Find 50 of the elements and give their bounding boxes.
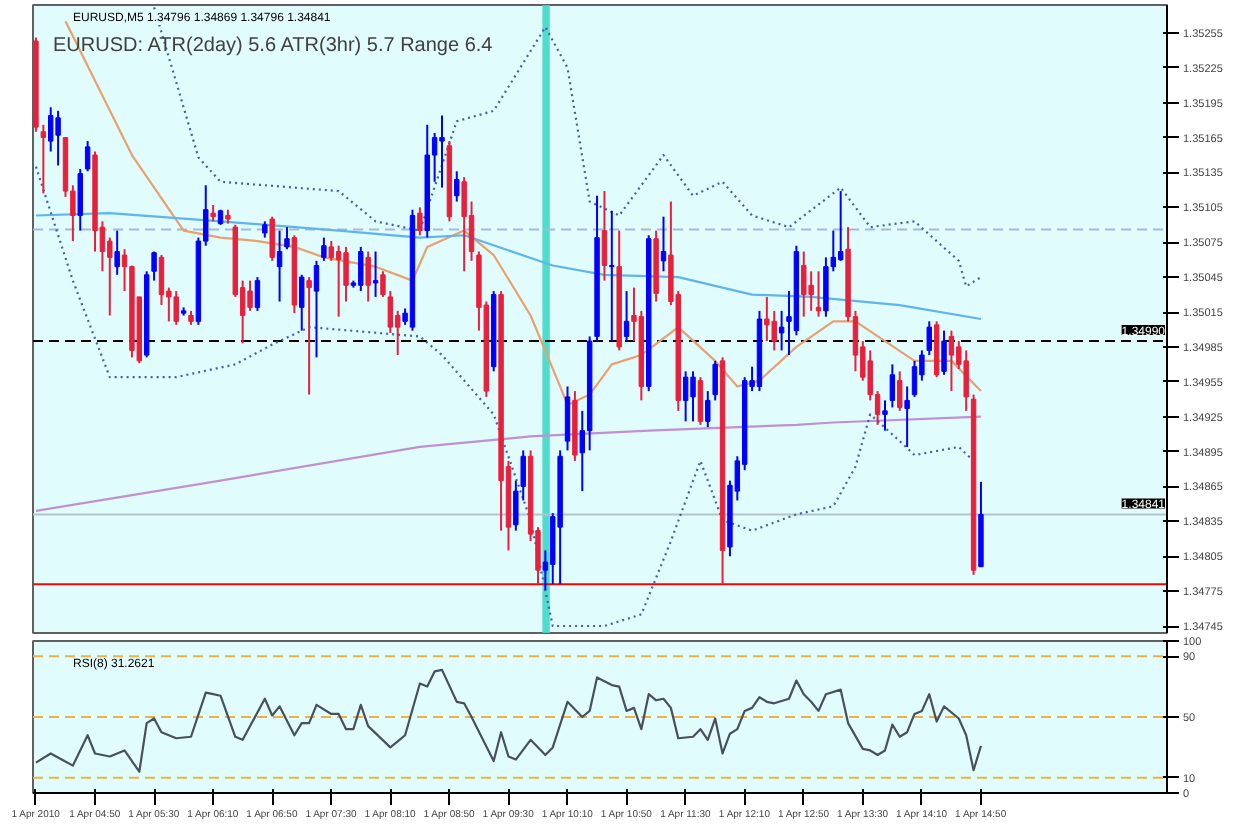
candlestick — [801, 250, 807, 318]
candlestick — [941, 329, 947, 376]
candlestick — [682, 370, 689, 423]
candlestick — [417, 206, 423, 237]
candlestick — [328, 240, 334, 262]
candlestick — [778, 309, 785, 352]
candlestick — [660, 215, 667, 273]
candlestick — [77, 167, 83, 232]
candlestick — [158, 254, 165, 307]
candlestick — [84, 140, 91, 173]
candlestick — [948, 329, 955, 393]
candlestick — [254, 276, 261, 312]
candlestick — [55, 109, 61, 167]
candlestick — [358, 245, 364, 293]
candlestick — [963, 349, 969, 412]
candlestick — [564, 385, 571, 452]
candlestick — [623, 290, 630, 343]
candlestick — [114, 229, 120, 276]
candlestick — [335, 244, 342, 318]
candlestick — [321, 236, 327, 262]
candlestick — [764, 295, 770, 343]
candlestick — [276, 229, 283, 303]
candlestick — [173, 290, 179, 326]
candlestick — [609, 209, 615, 343]
candlestick — [889, 363, 896, 409]
candlestick — [601, 190, 608, 282]
candlestick — [897, 370, 903, 412]
candlestick — [911, 359, 918, 398]
line-series — [34, 165, 975, 628]
candlestick — [461, 176, 467, 273]
candlestick — [454, 170, 460, 203]
candlestick — [837, 190, 844, 262]
line-series — [34, 415, 983, 512]
candlestick — [372, 250, 379, 298]
candlestick — [365, 250, 371, 303]
candlestick — [269, 215, 275, 262]
candlestick — [690, 370, 696, 423]
candlestick — [439, 114, 445, 189]
candlestick — [313, 259, 320, 359]
candlestick — [882, 399, 888, 432]
candlestick — [815, 270, 822, 318]
candlestick — [697, 376, 704, 426]
candlestick — [808, 270, 814, 312]
line-series — [34, 668, 983, 773]
candlestick — [926, 320, 932, 357]
candlestick — [299, 273, 305, 332]
line-series — [34, 212, 983, 321]
candlestick — [306, 276, 312, 396]
candlestick — [904, 385, 910, 448]
candlestick — [247, 279, 253, 312]
